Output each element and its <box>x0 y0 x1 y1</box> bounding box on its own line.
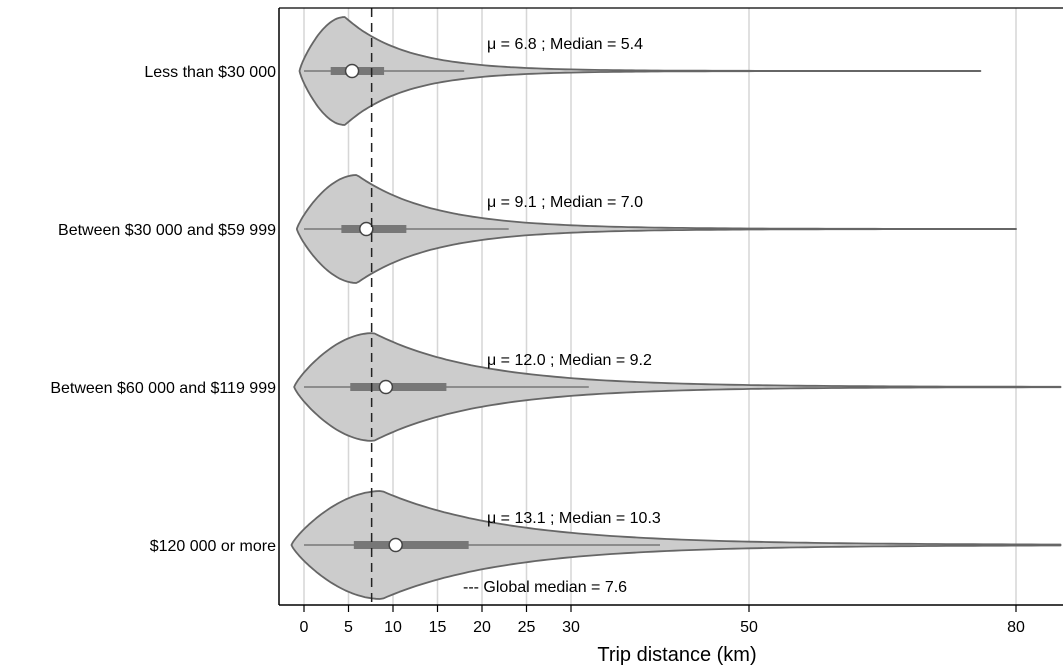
stat-label: μ = 9.1 ; Median = 7.0 <box>487 194 643 211</box>
x-axis-title: Trip distance (km) <box>597 644 756 666</box>
labels: Less than $30 000 μ = 6.8 ; Median = 5.4 B… <box>50 36 661 555</box>
category-label: Between $60 000 and $119 999 <box>50 380 276 397</box>
median-marker <box>388 537 403 553</box>
median-marker <box>359 221 374 237</box>
stat-label: μ = 6.8 ; Median = 5.4 <box>487 36 643 53</box>
iqr-box <box>353 541 469 549</box>
median-marker <box>378 379 394 395</box>
x-tick-label: 50 <box>740 619 758 636</box>
category-label: Less than $30 000 <box>144 64 276 81</box>
x-tick-label: 25 <box>518 619 536 636</box>
x-tick-label: 20 <box>473 619 491 636</box>
x-axis-ticks: 0 5 10 15 20 25 30 50 80 <box>300 605 1025 636</box>
x-tick-label: 15 <box>429 619 447 636</box>
category-label: Between $30 000 and $59 999 <box>58 222 276 239</box>
category-label: $120 000 or more <box>150 538 276 555</box>
x-tick-label: 0 <box>300 619 309 636</box>
violin-body <box>298 16 982 126</box>
x-tick-label: 30 <box>562 619 580 636</box>
iqr-box <box>350 383 447 391</box>
violin-body <box>293 332 1062 442</box>
violins <box>290 16 1062 600</box>
stat-label: μ = 13.1 ; Median = 10.3 <box>487 510 661 527</box>
stat-label: μ = 12.0 ; Median = 9.2 <box>487 352 652 369</box>
x-tick-label: 80 <box>1007 619 1025 636</box>
violin-body <box>296 174 1017 284</box>
x-tick-label: 5 <box>344 619 353 636</box>
iqr-box <box>341 225 407 233</box>
violin-body <box>290 490 1062 600</box>
median-marker <box>344 63 360 79</box>
x-tick-label: 10 <box>384 619 402 636</box>
global-median-label: --- Global median = 7.6 <box>463 579 627 596</box>
